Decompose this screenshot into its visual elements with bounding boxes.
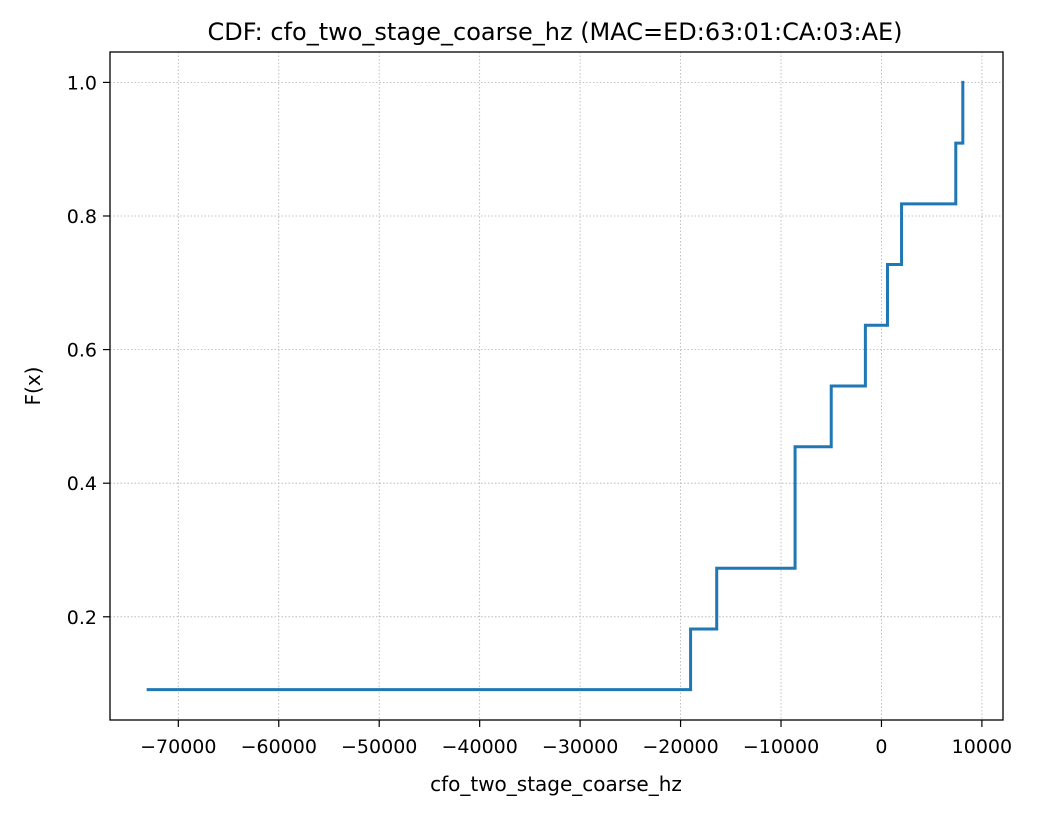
x-tick-label: −10000: [743, 736, 819, 758]
cdf-step-line: [146, 80, 965, 692]
x-tick-label: −30000: [542, 736, 618, 758]
y-tick-label: 0.6: [67, 340, 97, 362]
series-layer: [146, 80, 965, 692]
x-tick-label: −40000: [441, 736, 517, 758]
y-tick-label: 0.8: [67, 206, 97, 228]
plot-area: [110, 52, 1003, 720]
y-axis-label: F(x): [21, 367, 45, 406]
x-tick-label: −70000: [140, 736, 216, 758]
x-tick-label: 0: [875, 736, 887, 758]
y-axis: 0.2 0.4 0.6 0.8 1.0: [67, 72, 110, 629]
chart-title: CDF: cfo_two_stage_coarse_hz (MAC=ED:63:…: [207, 18, 902, 46]
x-tick-label: 10000: [952, 736, 1012, 758]
y-tick-label: 0.4: [67, 473, 97, 495]
x-axis-label: cfo_two_stage_coarse_hz: [430, 772, 682, 796]
x-tick-label: −50000: [341, 736, 417, 758]
y-tick-label: 1.0: [67, 72, 97, 94]
plot-frame: [109, 51, 1004, 721]
grid: [110, 52, 1003, 720]
y-tick-label: 0.2: [67, 607, 97, 629]
x-axis: −70000 −60000 −50000 −40000 −30000 −20000 −100…: [140, 720, 1012, 758]
x-tick-label: −20000: [642, 736, 718, 758]
x-tick-label: −60000: [241, 736, 317, 758]
